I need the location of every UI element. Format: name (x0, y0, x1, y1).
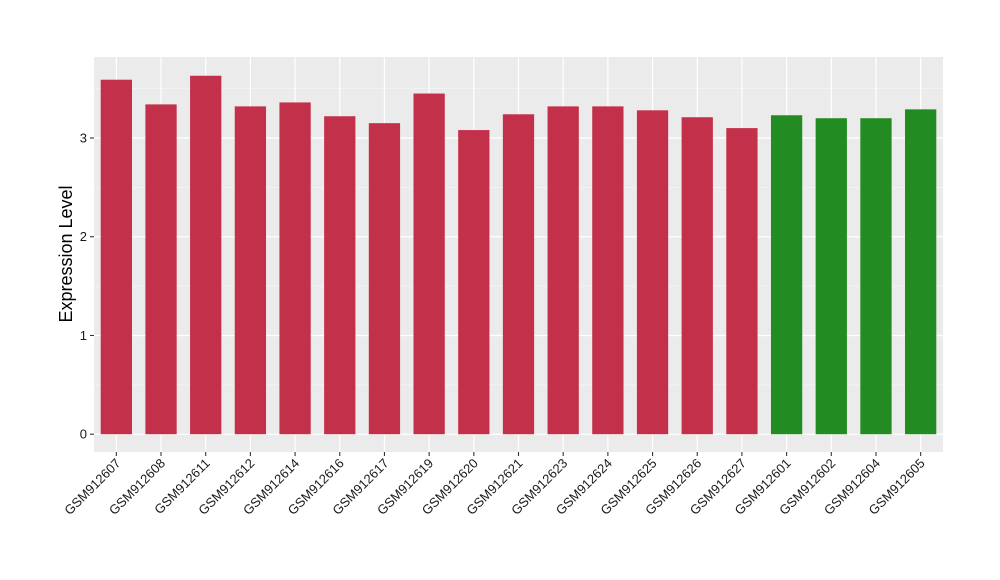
bar (413, 93, 445, 435)
bar (905, 109, 937, 435)
bar (636, 110, 669, 435)
y-axis: 0 1 2 3 (80, 130, 94, 442)
y-axis-title: Expression Level (56, 185, 76, 322)
y-tick-label: 0 (80, 427, 87, 442)
bar (860, 118, 892, 435)
bar (458, 130, 490, 435)
bar (324, 116, 356, 435)
bar (681, 117, 713, 435)
bar (815, 118, 847, 435)
bars (100, 75, 937, 435)
y-tick-label: 2 (80, 229, 87, 244)
x-axis: GSM912607GSM912608GSM912611GSM912612GSM9… (61, 452, 928, 518)
bar (502, 114, 535, 435)
bar (190, 75, 222, 435)
bar (547, 106, 579, 435)
y-tick-label: 1 (80, 328, 87, 343)
bar (100, 79, 132, 435)
y-tick-label: 3 (80, 130, 87, 145)
bar (592, 106, 624, 435)
bar (726, 128, 758, 435)
bar (770, 115, 803, 435)
bar (234, 106, 267, 435)
bar (145, 104, 177, 435)
bar (279, 102, 311, 435)
bar (368, 123, 401, 435)
